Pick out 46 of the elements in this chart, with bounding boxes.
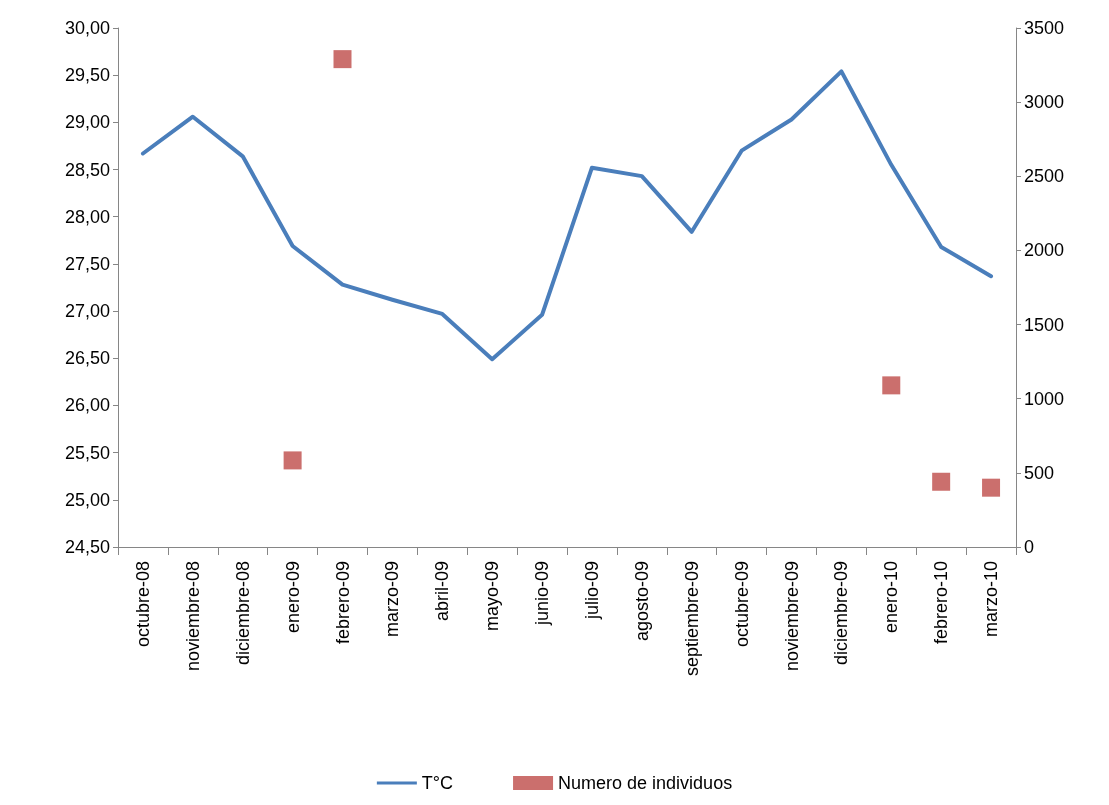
y-tick-label: 29,00: [64, 112, 110, 133]
x-tick-label: junio-09: [532, 561, 553, 627]
y-tick-label: 27,00: [64, 301, 110, 322]
point: [982, 478, 1001, 497]
x-tick-label: marzo-10: [981, 561, 1002, 638]
y-tick-label: 26,50: [64, 348, 110, 369]
point: [882, 376, 901, 395]
x-tick-label: enero-09: [282, 561, 303, 634]
y2-tick-label: 1500: [1024, 314, 1065, 335]
y2-tick-label: 2000: [1024, 240, 1065, 261]
x-tick-label: febrero-10: [931, 561, 952, 645]
x-tick-label: octubre-08: [132, 561, 153, 648]
x-tick-label: noviembre-09: [781, 561, 802, 672]
x-tick-label: diciembre-09: [831, 561, 852, 666]
y-tick-label: 26,00: [64, 395, 110, 416]
y-tick-label: 28,00: [64, 206, 110, 227]
x-tick-label: mayo-09: [482, 561, 503, 632]
x-tick-label: noviembre-08: [182, 561, 203, 672]
x-tick-label: agosto-09: [631, 561, 652, 642]
x-tick-label: marzo-09: [382, 561, 403, 638]
x-tick-label: octubre-09: [731, 561, 752, 648]
y-tick-label: 24,50: [64, 537, 110, 557]
point: [333, 50, 352, 69]
x-tick-label: septiembre-09: [681, 561, 702, 677]
y2-tick-label: 500: [1024, 462, 1055, 483]
legend-label: Numero de individuos: [558, 773, 733, 793]
x-tick-label: febrero-09: [332, 561, 353, 645]
y2-tick-label: 1000: [1024, 388, 1065, 409]
x-tick-label: julio-09: [581, 561, 602, 621]
x-tick-label: abril-09: [432, 561, 453, 622]
legend-label: T°C: [421, 773, 454, 793]
y-tick-label: 28,50: [64, 159, 110, 180]
y-tick-label: 27,50: [64, 253, 110, 274]
x-tick-label: diciembre-08: [232, 561, 253, 666]
y-tick-label: 25,50: [64, 442, 110, 463]
y2-tick-label: 3000: [1024, 92, 1065, 113]
y-tick-label: 29,50: [64, 65, 110, 86]
line-series: [140, 69, 994, 362]
point: [932, 472, 951, 491]
y-tick-label: 30,00: [64, 18, 110, 38]
y2-tick-label: 2500: [1024, 166, 1065, 187]
point: [283, 451, 302, 470]
y-tick-label: 25,00: [64, 489, 110, 510]
x-tick-label: enero-10: [881, 561, 902, 634]
y2-tick-label: 3500: [1024, 18, 1065, 38]
y2-tick-label: 0: [1024, 537, 1035, 557]
